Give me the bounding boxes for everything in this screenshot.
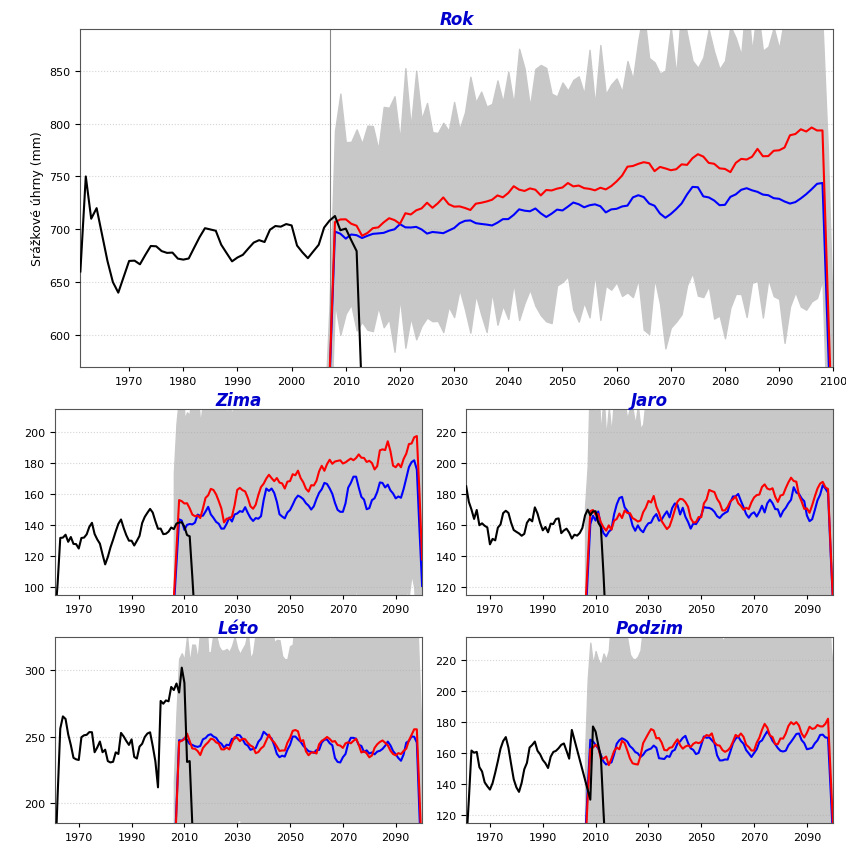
Title: Léto: Léto	[218, 619, 259, 637]
Title: Jaro: Jaro	[631, 392, 668, 409]
Title: Podzim: Podzim	[616, 619, 684, 637]
Title: Rok: Rok	[440, 12, 474, 30]
Title: Zima: Zima	[216, 392, 261, 409]
Y-axis label: Srážkové úhrny (mm): Srážkové úhrny (mm)	[31, 131, 44, 266]
